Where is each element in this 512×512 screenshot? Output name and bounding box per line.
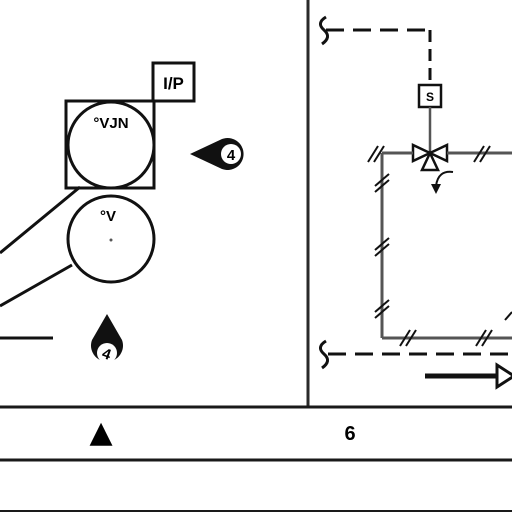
- tag-bottom-marker: 4: [91, 314, 123, 364]
- signal-line-upper: [0, 185, 81, 255]
- ip-converter-label: I/P: [163, 74, 184, 93]
- instrument-circle-top: °VJN: [66, 100, 156, 190]
- signal-break-top: [319, 15, 329, 46]
- instrument-circle-top-label: °VJN: [93, 115, 128, 132]
- strip-number-label: 6: [344, 423, 355, 445]
- ip-converter-box: I/P: [151, 61, 196, 103]
- instrument-circle-bottom-dot: [109, 238, 113, 242]
- tag-right-marker: 4: [190, 138, 244, 171]
- tag-right-label: 4: [227, 147, 236, 164]
- flow-direction-arrowhead: [431, 184, 441, 194]
- valve-actuator-box: S: [417, 83, 443, 109]
- strip-triangle-marker: ▲: [89, 415, 112, 450]
- instrument-circle-bottom: °V: [66, 194, 156, 284]
- flow-direction-arc: [435, 170, 454, 187]
- instrument-circle-bottom-label: °V: [100, 208, 116, 225]
- signal-break-bottom: [319, 339, 329, 370]
- pipe-hatch-marks: [367, 145, 512, 347]
- flow-arrow-head: [495, 362, 512, 390]
- valve-actuator-label: S: [426, 90, 434, 104]
- signal-line-lower: [0, 263, 73, 308]
